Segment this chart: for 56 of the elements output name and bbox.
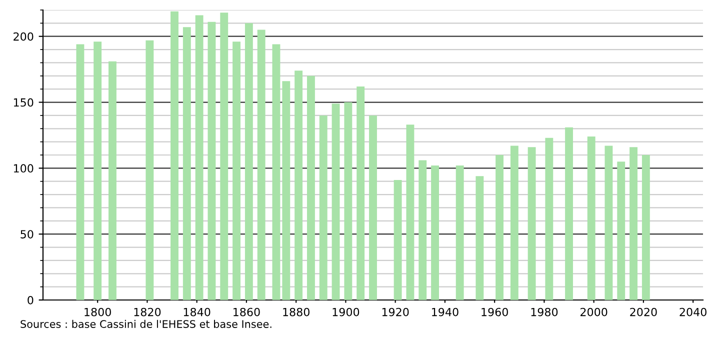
bar (282, 81, 290, 300)
bar (565, 127, 573, 300)
bar (431, 166, 439, 300)
bar (418, 160, 427, 300)
bar (630, 147, 638, 300)
bar (604, 146, 613, 300)
x-tick-label: 2000 (580, 308, 608, 316)
x-tick-label: 1920 (382, 308, 409, 316)
x-tick-label: 1980 (531, 308, 558, 316)
x-tick-label: 1820 (134, 308, 161, 316)
y-tick-label: 150 (14, 98, 34, 107)
bar (394, 180, 402, 300)
x-tick-label: 1900 (332, 308, 360, 316)
bar (617, 162, 626, 300)
x-tick-label: 1880 (283, 308, 310, 316)
bar (456, 166, 464, 300)
bar (244, 23, 253, 300)
bar (642, 155, 650, 300)
bar (220, 12, 228, 300)
x-tick-label: 2040 (680, 308, 706, 316)
bar (332, 104, 340, 300)
bar (406, 124, 414, 300)
bar (195, 15, 204, 300)
bar (257, 30, 266, 300)
x-tick-label: 1960 (482, 308, 508, 316)
bar (307, 76, 315, 300)
y-tick-label: 50 (20, 230, 34, 238)
bar (319, 115, 328, 300)
x-tick-label: 1840 (184, 308, 210, 316)
bar (587, 136, 596, 300)
bar (476, 176, 484, 300)
x-tick-label: 1800 (84, 308, 111, 316)
bar (170, 11, 178, 300)
y-tick-label: 200 (14, 32, 34, 41)
bar (545, 138, 554, 300)
bar (146, 40, 154, 300)
x-tick-label: 1860 (234, 308, 260, 316)
bar (344, 102, 352, 300)
x-tick-label: 1940 (432, 308, 458, 316)
bar (108, 61, 116, 300)
bar (182, 27, 191, 300)
bar (272, 44, 280, 300)
bar (496, 155, 504, 300)
bar (294, 70, 303, 300)
y-tick-label: 0 (28, 296, 34, 304)
bar (94, 42, 102, 300)
source-note: Sources : base Cassini de l'EHESS et base Insee. (20, 320, 272, 328)
bar (232, 42, 241, 300)
x-tick-label: 2020 (630, 308, 657, 316)
bar (208, 22, 216, 300)
bar (76, 44, 84, 300)
bar (528, 147, 536, 300)
bar (510, 146, 518, 300)
y-tick-label: 100 (14, 164, 34, 173)
bar (369, 115, 377, 300)
bar (356, 86, 365, 300)
